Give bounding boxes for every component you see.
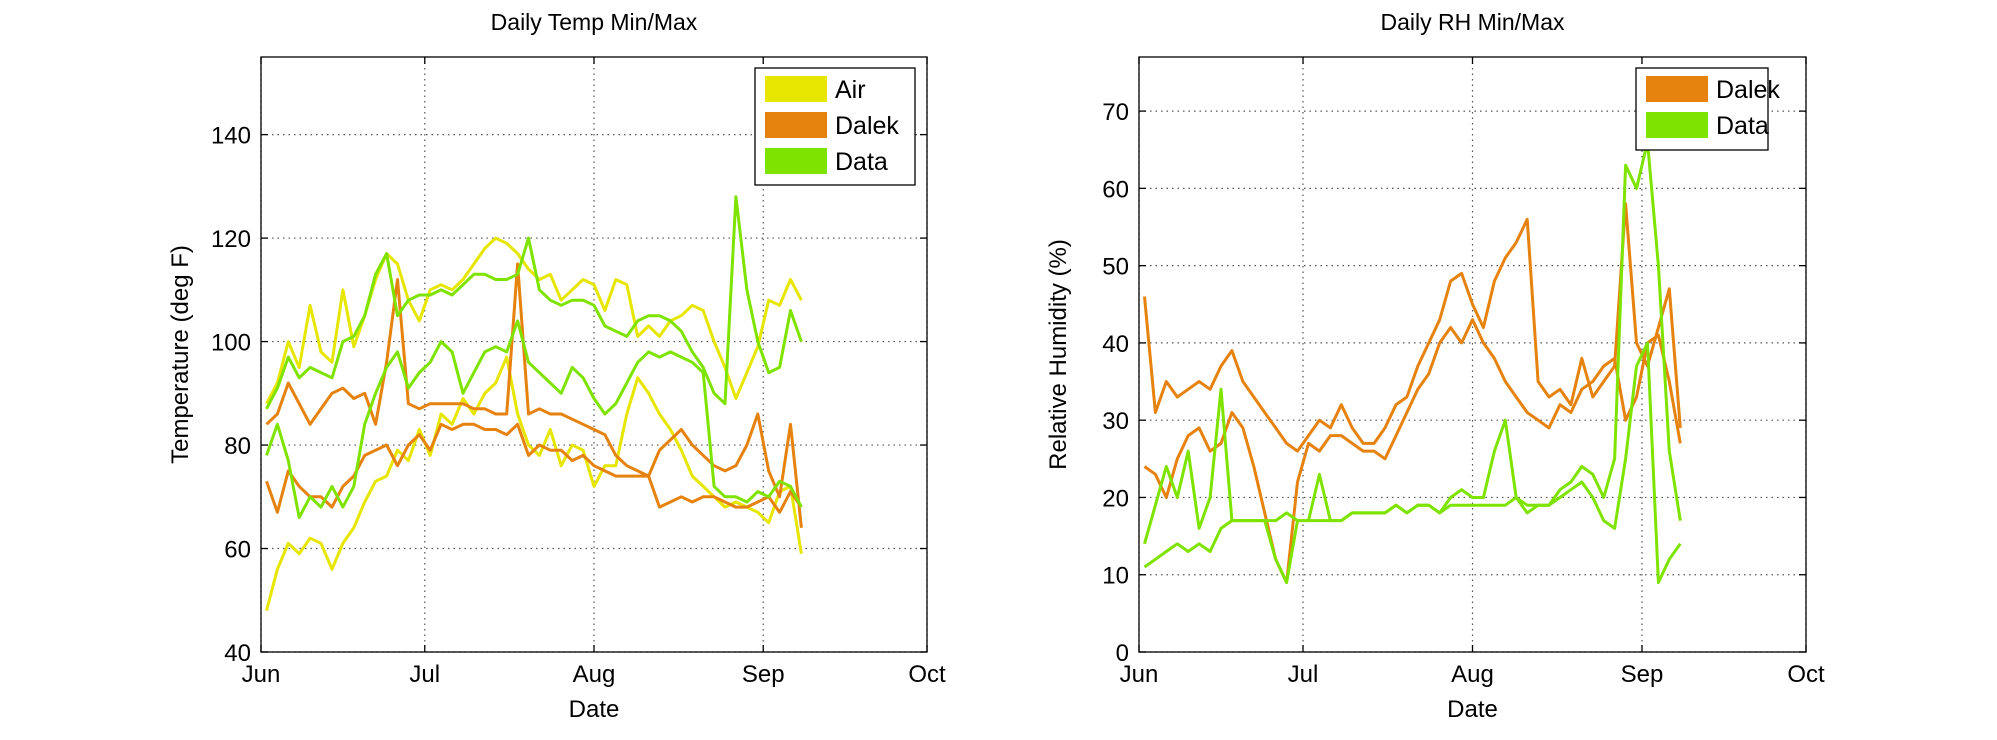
chart-title: Daily Temp Min/Max	[491, 9, 698, 35]
x-tick-label: Jul	[409, 661, 440, 688]
y-tick-label: 20	[1102, 485, 1129, 512]
series-line-data-min	[1143, 341, 1682, 584]
y-tick-label: 50	[1102, 254, 1129, 281]
legend-swatch-data	[1646, 112, 1708, 138]
x-tick-label: Jun	[1120, 661, 1159, 688]
y-tick-label: 140	[211, 123, 251, 150]
legend-label-data: Data	[835, 148, 888, 176]
y-tick-label: 40	[224, 640, 251, 667]
humidity-chart: Jun Jul Aug Sep Oct 0 10 20 30 40 50 60 70 Daily RH M…	[1045, 9, 1825, 723]
y-tick-label: 60	[224, 537, 251, 564]
y-tick-label: 100	[211, 330, 251, 357]
legend-label-dalek: Dalek	[835, 112, 899, 140]
x-axis-label: Date	[569, 696, 620, 723]
x-tick-label: Oct	[1787, 661, 1825, 688]
legend-swatch-air	[765, 76, 827, 102]
y-tick-label: 0	[1116, 640, 1129, 667]
y-axis-label: Temperature (deg F)	[167, 245, 194, 464]
series-line-dalek-min	[1143, 318, 1682, 584]
x-axis-label: Date	[1447, 696, 1498, 723]
legend-label-dalek: Dalek	[1716, 76, 1780, 104]
y-tick-label: 120	[211, 226, 251, 253]
x-tick-label: Sep	[742, 661, 785, 688]
y-tick-label: 10	[1102, 563, 1129, 590]
legend-swatch-data	[765, 148, 827, 174]
x-tick-label: Jul	[1288, 661, 1319, 688]
y-tick-label: 80	[224, 433, 251, 460]
y-tick-label: 70	[1102, 99, 1129, 126]
x-tick-label: Oct	[908, 661, 946, 688]
series-line-data-max	[265, 195, 803, 410]
series-line-data-min	[265, 319, 803, 519]
x-tick-label: Aug	[573, 661, 616, 688]
series-line-dalek-max	[1143, 202, 1682, 453]
x-tick-label: Aug	[1451, 661, 1494, 688]
legend-label-data: Data	[1716, 112, 1769, 140]
x-tick-label: Sep	[1621, 661, 1664, 688]
legend-swatch-dalek	[1646, 76, 1708, 102]
y-axis-label: Relative Humidity (%)	[1045, 239, 1072, 470]
y-tick-label: 40	[1102, 331, 1129, 358]
chart-title: Daily RH Min/Max	[1380, 9, 1565, 35]
series-line-air-max	[265, 236, 803, 405]
y-tick-label: 30	[1102, 408, 1129, 435]
y-tick-label: 60	[1102, 176, 1129, 203]
legend-swatch-dalek	[765, 112, 827, 138]
x-tick-label: Jun	[242, 661, 281, 688]
legend-label-air: Air	[835, 76, 866, 104]
temperature-chart: Jun Jul Aug Sep Oct 40 60 80 100 120 140 Daily Temp…	[167, 9, 946, 723]
